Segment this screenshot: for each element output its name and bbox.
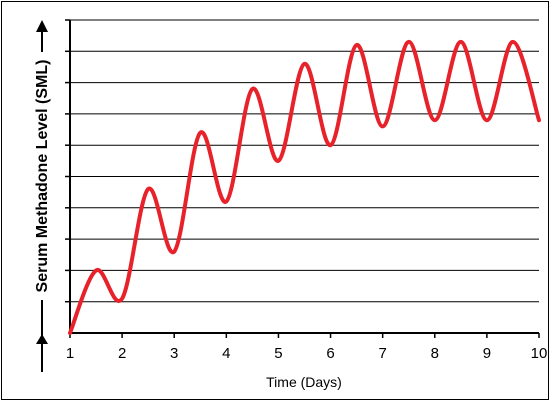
- x-tick-label: 5: [274, 345, 282, 362]
- x-axis-title: Time (Days): [266, 374, 342, 390]
- x-tick-label: 4: [222, 345, 230, 362]
- x-tick-label: 7: [378, 345, 386, 362]
- x-tick-label: 6: [326, 345, 334, 362]
- series-line: [68, 39, 541, 335]
- axes: [69, 20, 539, 334]
- x-tick-label: 10: [531, 345, 548, 362]
- y-axis-title-group: Serum Methadone Level (SML): [34, 20, 51, 372]
- gridlines: [65, 19, 539, 303]
- x-tick-label: 3: [170, 345, 178, 362]
- x-tick-labels: 1 2 3 4 5 6 7 8 9 10: [66, 333, 548, 362]
- y-axis-title: Serum Methadone Level (SML): [34, 60, 51, 293]
- x-tick-label: 2: [118, 345, 126, 362]
- x-tick-label: 8: [431, 345, 439, 362]
- y-axis-arrow-down-icon: [36, 334, 48, 344]
- x-tick-label: 9: [483, 345, 491, 362]
- x-tick-label: 1: [66, 345, 74, 362]
- y-axis-arrow-up-icon: [36, 20, 48, 32]
